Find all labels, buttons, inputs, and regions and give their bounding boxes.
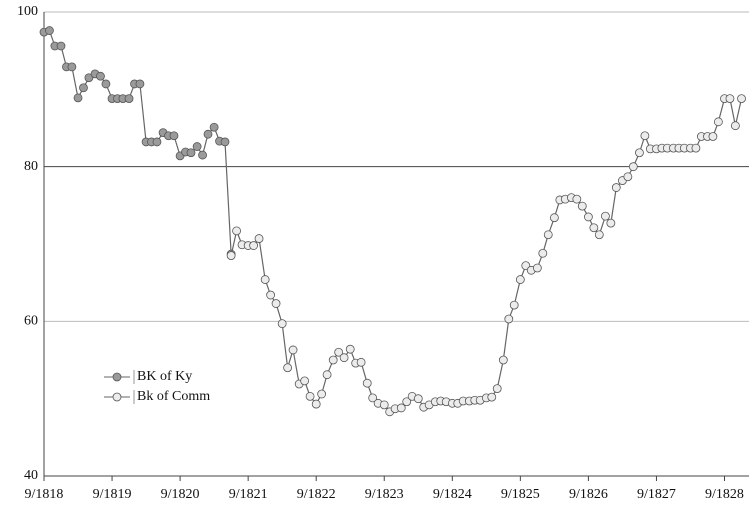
data-point — [515, 275, 525, 284]
data-point — [611, 183, 621, 192]
data-point — [169, 131, 179, 141]
data-point — [635, 148, 644, 158]
data-point — [402, 397, 412, 407]
data-point — [271, 299, 281, 308]
data-point — [498, 355, 508, 365]
x-tick-label: 9/1828 — [705, 487, 744, 502]
data-point — [713, 117, 723, 127]
data-point — [45, 26, 54, 35]
data-point — [368, 393, 378, 403]
data-point — [708, 132, 718, 141]
data-point — [305, 391, 315, 401]
data-point — [124, 94, 134, 104]
data-point — [594, 230, 604, 240]
data-point — [623, 172, 633, 182]
data-point — [606, 218, 616, 228]
y-tick-label: 40 — [24, 468, 38, 483]
x-tick-label: 9/1822 — [297, 487, 336, 502]
x-tick-label: 9/1821 — [229, 487, 268, 502]
data-point — [601, 211, 610, 221]
x-tick-label: 9/1819 — [93, 487, 132, 502]
data-point — [232, 226, 241, 236]
x-tick-label: 9/1820 — [161, 487, 200, 502]
data-point — [543, 230, 553, 240]
data-point — [186, 148, 196, 158]
legend-marker — [112, 372, 122, 382]
data-point — [572, 194, 582, 204]
data-point — [84, 73, 94, 83]
data-point — [504, 314, 514, 324]
data-point — [737, 94, 746, 104]
legend-marker — [112, 392, 122, 402]
data-point — [532, 263, 542, 273]
data-point — [300, 376, 310, 386]
data-point — [487, 392, 497, 402]
x-tick-label: 9/1827 — [637, 487, 676, 502]
data-point — [226, 251, 236, 261]
data-point — [396, 403, 406, 413]
data-point — [577, 201, 587, 211]
data-point — [589, 223, 599, 233]
x-tick-label: 9/1826 — [569, 487, 608, 502]
data-point — [725, 94, 735, 104]
data-point — [334, 347, 344, 357]
data-point — [730, 121, 740, 131]
data-point — [209, 122, 219, 132]
data-point — [79, 83, 88, 93]
data-point — [492, 384, 502, 394]
data-point — [356, 357, 366, 367]
data-point — [260, 275, 270, 284]
data-point — [254, 234, 264, 243]
y-tick-label: 60 — [24, 314, 38, 329]
data-point — [362, 378, 372, 388]
data-point — [628, 162, 638, 172]
x-tick-label: 9/1825 — [501, 487, 540, 502]
data-point — [152, 137, 162, 147]
data-point — [277, 319, 287, 329]
data-point — [73, 93, 83, 103]
x-tick-label: 9/1818 — [25, 487, 64, 502]
legend-label: BK of Ky — [137, 369, 192, 384]
data-point — [538, 248, 548, 258]
data-point — [584, 212, 593, 222]
data-point — [135, 79, 145, 89]
y-tick-label: 80 — [24, 159, 38, 174]
data-point — [283, 363, 293, 373]
legend-label: Bk of Comm — [137, 389, 210, 404]
data-point — [249, 241, 258, 250]
data-point — [198, 150, 207, 160]
data-point — [56, 41, 66, 51]
data-point — [640, 131, 650, 141]
x-tick-label: 9/1823 — [365, 487, 404, 502]
data-point — [192, 142, 202, 151]
data-point — [322, 370, 332, 380]
x-tick-label: 9/1824 — [433, 487, 472, 502]
data-point — [345, 344, 355, 354]
y-tick-label: 100 — [17, 4, 38, 19]
data-point — [266, 290, 276, 300]
data-point — [67, 62, 77, 72]
data-point — [691, 143, 701, 153]
data-point — [413, 394, 423, 404]
data-point — [220, 137, 230, 147]
data-point — [509, 300, 519, 310]
data-point — [379, 400, 389, 410]
data-point — [328, 355, 338, 365]
data-point — [339, 353, 349, 363]
data-point — [288, 345, 298, 355]
data-point — [203, 129, 213, 139]
data-point — [311, 399, 321, 409]
data-point — [96, 71, 105, 81]
data-point — [101, 79, 111, 89]
data-point — [317, 389, 327, 399]
data-point — [549, 213, 559, 223]
